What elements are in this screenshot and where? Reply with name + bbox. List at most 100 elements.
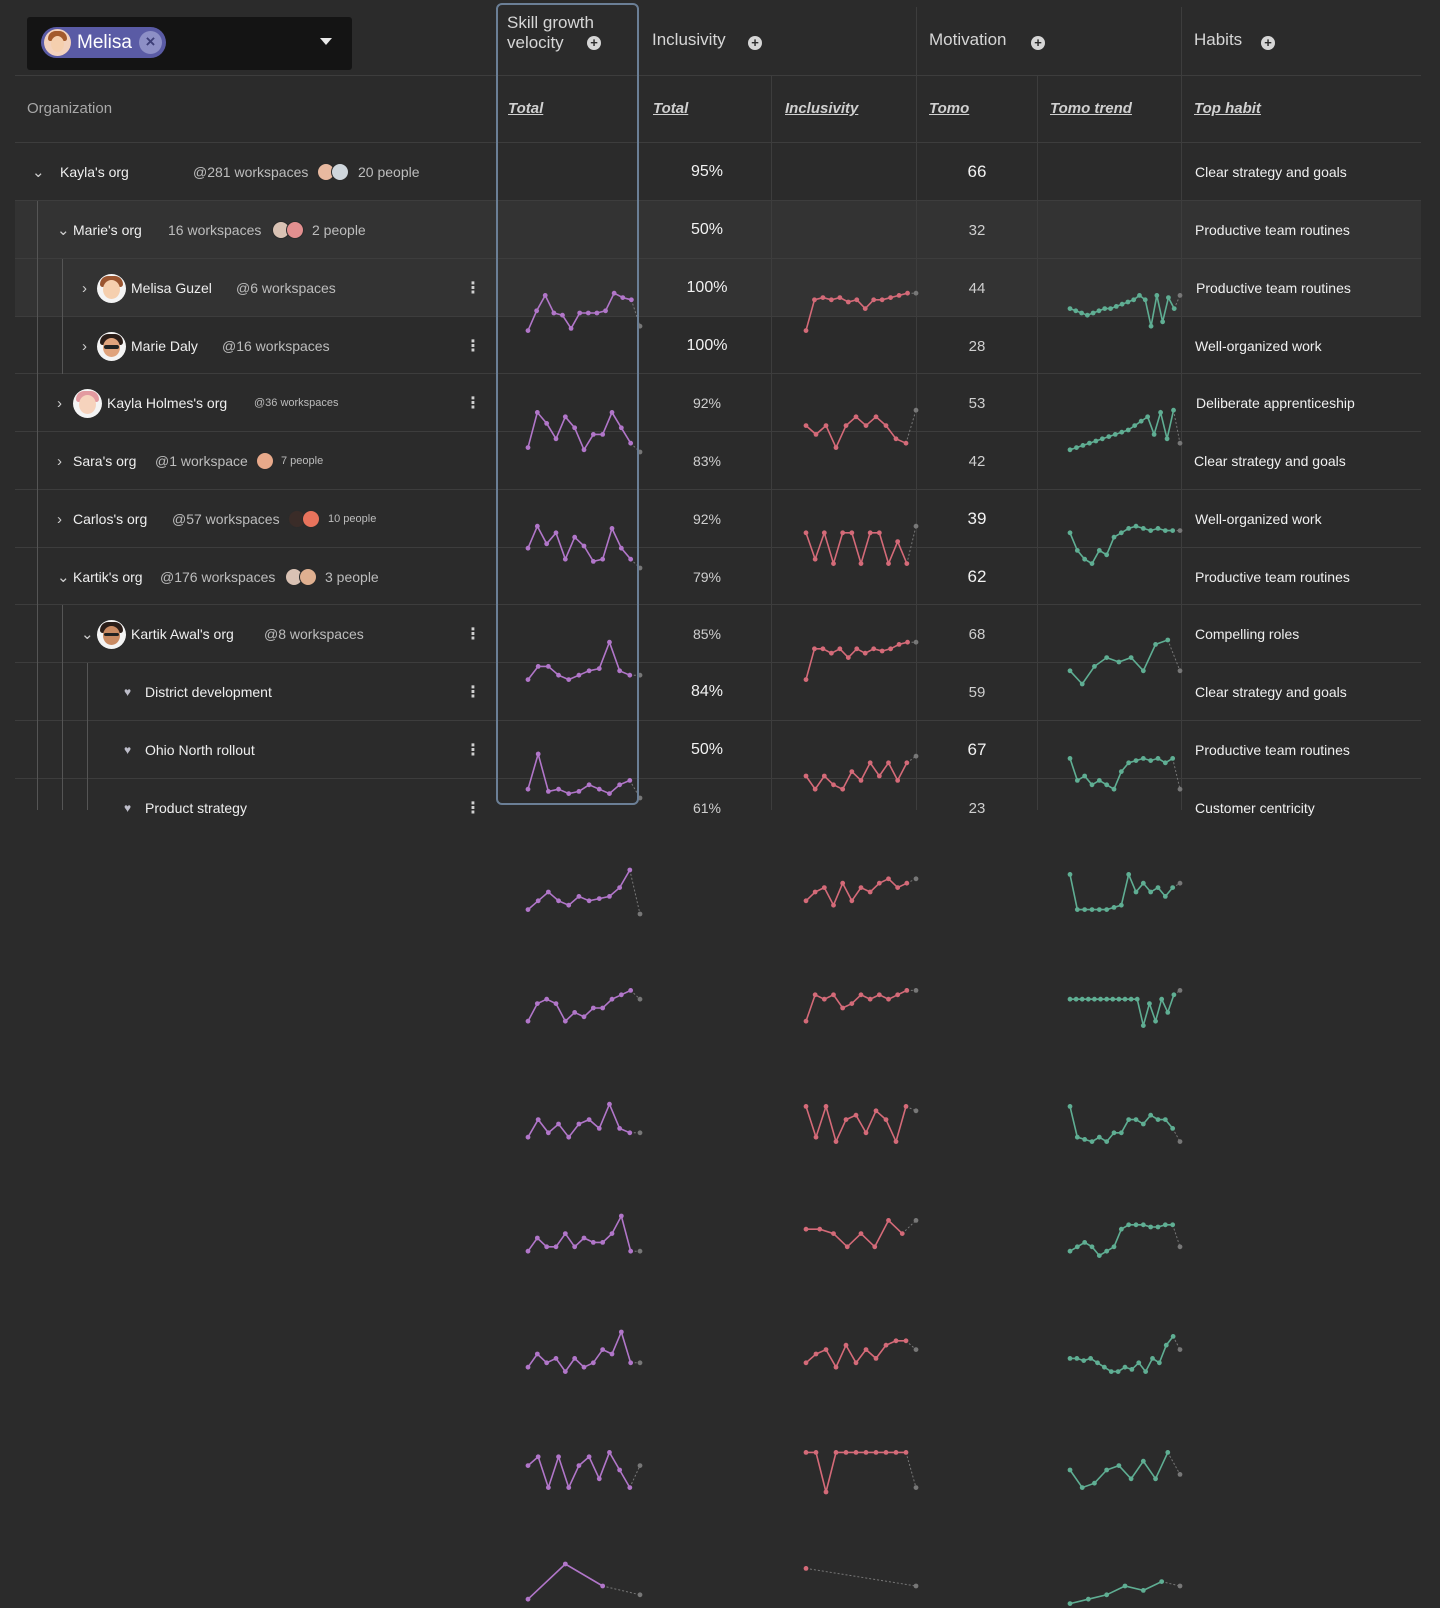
team-name[interactable]: Ohio North rollout bbox=[145, 742, 255, 758]
sparkline-point bbox=[534, 1001, 540, 1006]
org-name[interactable]: Marie's org bbox=[73, 222, 142, 238]
team-name[interactable]: District development bbox=[145, 684, 272, 700]
org-name[interactable]: Carlos's org bbox=[73, 511, 148, 527]
add-column-icon[interactable]: + bbox=[1261, 36, 1275, 50]
sparkline-point bbox=[831, 992, 836, 998]
chevron-right-icon[interactable]: › bbox=[82, 279, 87, 297]
chevron-right-icon[interactable]: › bbox=[57, 394, 62, 412]
sparkline-point bbox=[1110, 996, 1116, 1002]
sparkline-point bbox=[843, 1117, 849, 1122]
sparkline-point bbox=[1067, 1356, 1073, 1361]
sparkline-point bbox=[1067, 306, 1073, 311]
table-row[interactable]: ⌄ Kayla's org @281 workspaces 20 people … bbox=[15, 143, 1421, 333]
chevron-down-icon[interactable]: ⌄ bbox=[32, 164, 45, 181]
org-name[interactable]: Kartik's org bbox=[73, 569, 143, 585]
sparkline-point bbox=[1067, 872, 1073, 877]
sparkline-projection bbox=[1173, 295, 1181, 309]
table-row[interactable]: ♥ District development ⋮ 84% 59 Clear st… bbox=[15, 663, 1421, 1374]
sparkline-point bbox=[813, 1450, 819, 1455]
sort-tomo[interactable]: Tomo bbox=[929, 100, 970, 117]
sparkline-point bbox=[843, 1342, 849, 1348]
team-name[interactable]: Product strategy bbox=[145, 800, 247, 816]
sparkline-point bbox=[1116, 659, 1122, 665]
sparkline-point bbox=[812, 889, 818, 895]
sort-tomo-trend[interactable]: Tomo trend bbox=[1050, 100, 1132, 117]
people-count: 3 people bbox=[325, 569, 379, 585]
sparkline-point bbox=[833, 1364, 839, 1370]
person-name[interactable]: Marie Daly bbox=[131, 338, 198, 354]
sparkline-point bbox=[1162, 1117, 1168, 1122]
sparkline-point bbox=[1104, 1592, 1110, 1598]
sparkline-point bbox=[1171, 992, 1177, 998]
table-row[interactable]: › Carlos's org @57 workspaces 10 people … bbox=[15, 490, 1421, 1028]
chevron-down-icon[interactable]: ⌄ bbox=[57, 569, 70, 586]
org-name[interactable]: Kayla's org bbox=[60, 164, 129, 180]
table-row[interactable]: ⌄ Marie's org 16 workspaces 2 people 50%… bbox=[15, 201, 1421, 455]
top-habit: Clear strategy and goals bbox=[1195, 684, 1347, 700]
sparkline-projection bbox=[629, 869, 641, 915]
close-icon[interactable]: × bbox=[139, 31, 162, 54]
sparkline-point bbox=[566, 1134, 572, 1140]
sparkline-point bbox=[1145, 414, 1151, 420]
more-options-icon[interactable]: ⋮ bbox=[465, 684, 481, 701]
sparkline-point bbox=[853, 1450, 859, 1455]
sparkline-path bbox=[1070, 1335, 1174, 1374]
avatar bbox=[286, 221, 304, 239]
chevron-down-icon[interactable]: ⌄ bbox=[81, 626, 94, 643]
sparkline-point bbox=[607, 791, 612, 796]
sparkline-point bbox=[879, 297, 885, 303]
workspace-count: 16 workspaces bbox=[168, 222, 262, 238]
table-row[interactable]: › Marie Daly @16 workspaces ⋮ 100% 28 We… bbox=[15, 317, 1421, 687]
sparkline-point bbox=[1074, 445, 1079, 450]
more-options-icon[interactable]: ⋮ bbox=[465, 395, 481, 412]
sparkline-point bbox=[1126, 872, 1132, 877]
more-options-icon[interactable]: ⋮ bbox=[465, 742, 481, 759]
chevron-right-icon[interactable]: › bbox=[57, 452, 62, 470]
table-row[interactable]: › Kayla Holmes's org @36 workspaces ⋮ 92… bbox=[15, 374, 1421, 801]
org-name[interactable]: Kayla Holmes's org bbox=[107, 395, 228, 411]
sparkline-point bbox=[812, 556, 818, 562]
sparkline-point bbox=[883, 1342, 889, 1348]
sparkline-point bbox=[853, 414, 859, 420]
more-options-icon[interactable]: ⋮ bbox=[465, 280, 481, 297]
sort-inclusivity-total[interactable]: Total bbox=[653, 100, 689, 117]
org-name[interactable]: Sara's org bbox=[73, 453, 137, 469]
org-name[interactable]: Kartik Awal's org bbox=[131, 626, 234, 642]
sparkline-point bbox=[596, 896, 602, 901]
inclusivity-total: 100% bbox=[686, 337, 728, 354]
add-column-icon[interactable]: + bbox=[1031, 36, 1045, 50]
chevron-down-icon[interactable]: ⌄ bbox=[57, 222, 70, 239]
avatar bbox=[97, 619, 126, 649]
table-row[interactable]: ⌄ Kartik Awal's org @8 workspaces ⋮ 85% … bbox=[15, 605, 1421, 1258]
person-name[interactable]: Melisa Guzel bbox=[131, 280, 212, 296]
sparkline-point bbox=[1162, 1222, 1168, 1228]
inclusivity-sparkline bbox=[803, 753, 919, 792]
add-column-icon[interactable]: + bbox=[748, 36, 762, 50]
table-row[interactable]: ♥ Product strategy ⋮ 61% 23 Customer cen… bbox=[15, 779, 1421, 1606]
chevron-right-icon[interactable]: › bbox=[57, 510, 62, 528]
table-row[interactable]: › Melisa Guzel @6 workspaces ⋮ 100% 44 P… bbox=[15, 259, 1421, 571]
tomo-score: 66 bbox=[967, 162, 987, 181]
sort-top-habit[interactable]: Top habit bbox=[1194, 100, 1261, 117]
chevron-down-icon[interactable] bbox=[320, 38, 332, 45]
sort-skill-total[interactable]: Total bbox=[508, 100, 544, 117]
sparkline-point bbox=[1133, 758, 1139, 763]
table-row[interactable]: ⌄ Kartik's org @176 workspaces 3 people … bbox=[15, 548, 1421, 1144]
tomo-trend-sparkline bbox=[1067, 1334, 1183, 1374]
sort-inclusivity-trend[interactable]: Inclusivity bbox=[785, 100, 859, 117]
chevron-right-icon[interactable]: › bbox=[82, 337, 87, 355]
more-options-icon[interactable]: ⋮ bbox=[465, 800, 481, 817]
more-options-icon[interactable]: ⋮ bbox=[465, 338, 481, 355]
sparkline-point bbox=[596, 1476, 602, 1482]
tomo-score: 44 bbox=[968, 279, 986, 297]
sparkline-point bbox=[1119, 429, 1125, 435]
sparkline-point bbox=[1122, 1583, 1128, 1589]
add-column-icon[interactable]: + bbox=[587, 36, 601, 50]
table-row[interactable]: › Sara's org @1 workspace 7 people 83% 4… bbox=[15, 432, 1421, 917]
table-row[interactable]: ♥ Ohio North rollout ⋮ 50% 67 Productive… bbox=[15, 721, 1421, 1495]
more-options-icon[interactable]: ⋮ bbox=[465, 626, 481, 643]
sparkline-point bbox=[1140, 1023, 1146, 1028]
sparkline-point bbox=[627, 1485, 633, 1490]
sparkline-point bbox=[1160, 319, 1166, 325]
sparkline-point bbox=[576, 894, 582, 899]
